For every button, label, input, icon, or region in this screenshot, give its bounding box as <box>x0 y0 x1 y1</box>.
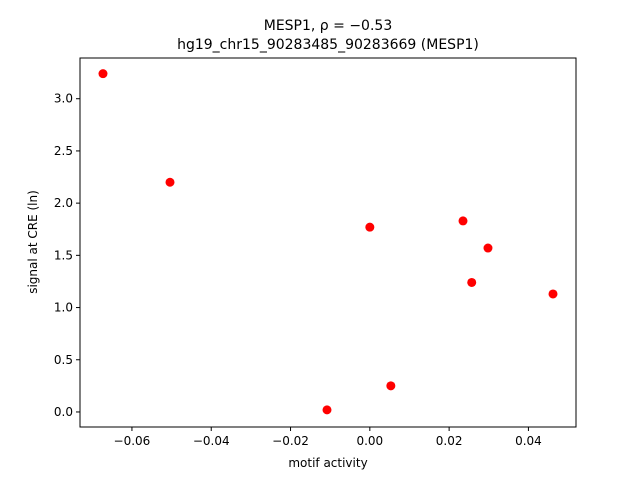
y-axis-label: signal at CRE (ln) <box>26 190 40 294</box>
x-tick-label: 0.04 <box>515 434 542 448</box>
y-tick-label: 0.0 <box>54 405 73 419</box>
y-tick-label: 1.0 <box>54 301 73 315</box>
y-tick-label: 1.5 <box>54 248 73 262</box>
plot-frame <box>79 57 577 428</box>
data-point <box>548 289 558 299</box>
y-tick-label: 0.5 <box>54 353 73 367</box>
data-point <box>98 69 108 79</box>
data-point <box>365 222 375 232</box>
y-tick-label: 2.0 <box>54 196 73 210</box>
x-axis-label: motif activity <box>288 456 367 470</box>
x-tick-label: 0.02 <box>436 434 463 448</box>
data-point <box>386 381 396 391</box>
data-point <box>467 277 477 287</box>
data-point <box>165 177 175 187</box>
data-point <box>458 216 468 226</box>
y-tick-label: 2.5 <box>54 144 73 158</box>
x-tick-label: 0.00 <box>356 434 383 448</box>
y-tick-label: 3.0 <box>54 92 73 106</box>
x-tick-label: −0.04 <box>193 434 230 448</box>
x-tick-label: −0.02 <box>272 434 309 448</box>
chart-title-line2: hg19_chr15_90283485_90283669 (MESP1) <box>177 37 479 53</box>
data-point <box>322 405 332 415</box>
data-point <box>483 243 493 253</box>
chart-title-line1: MESP1, ρ = −0.53 <box>264 18 392 34</box>
x-tick-label: −0.06 <box>114 434 151 448</box>
